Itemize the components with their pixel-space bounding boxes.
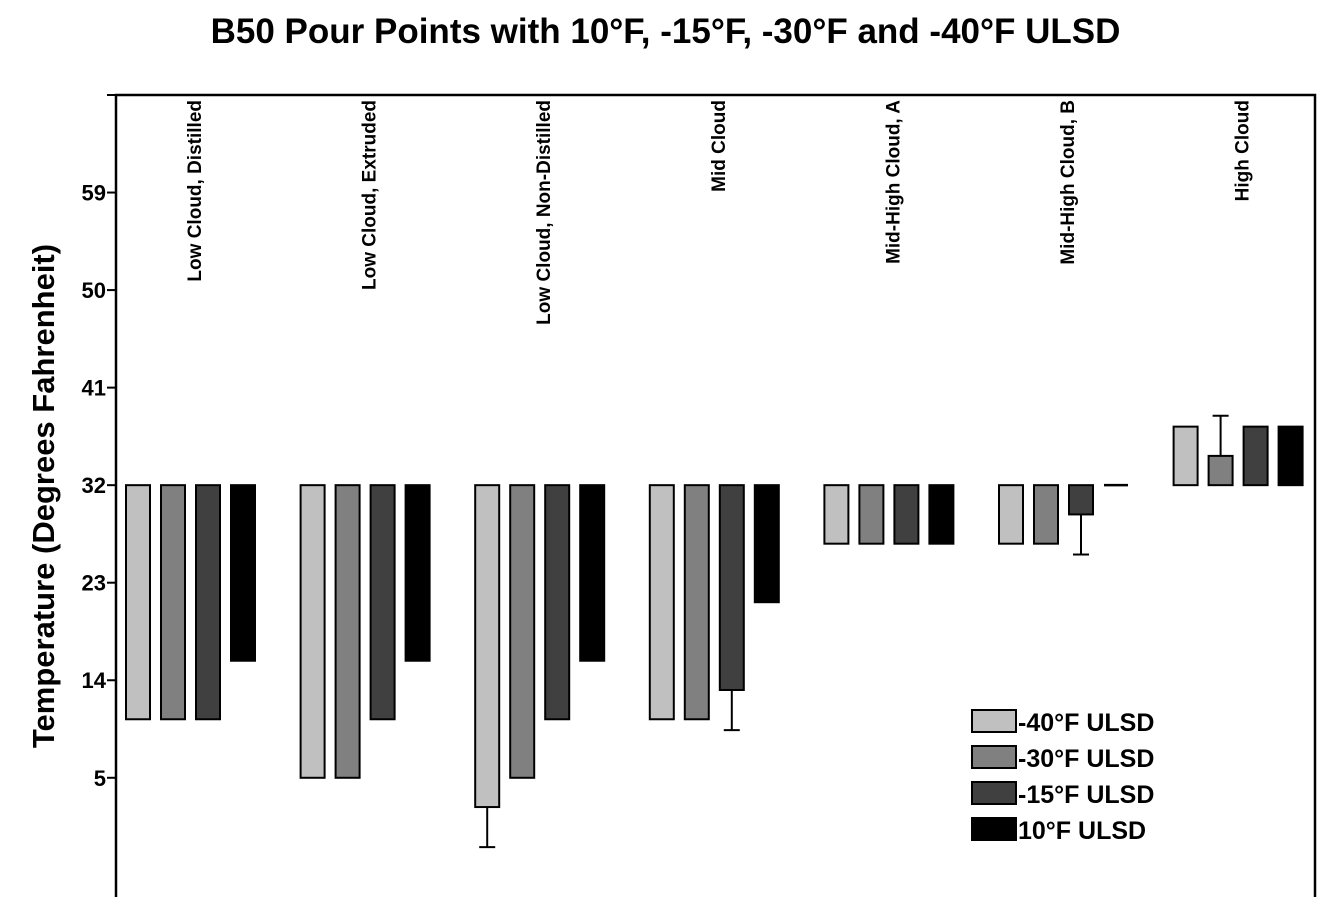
y-tick-label: 32 — [82, 473, 106, 498]
category-label: Mid-High Cloud, A — [883, 100, 904, 264]
category-labels: Low Cloud, Distilled Low Cloud, Extruded L… — [185, 100, 1254, 325]
chart-bars — [125, 425, 1304, 809]
legend-swatch — [971, 709, 1017, 733]
y-tick-label: 50 — [82, 278, 106, 303]
legend-label: -30°F ULSD — [1018, 745, 1154, 773]
bar — [648, 484, 675, 721]
category-label: Mid Cloud — [709, 100, 730, 192]
bar — [1068, 484, 1094, 516]
bar — [125, 484, 151, 721]
y-tick-label: 23 — [82, 571, 106, 596]
category-label: Low Cloud, Non-Distilled — [534, 100, 555, 325]
bar — [230, 484, 256, 662]
bar — [544, 484, 571, 721]
y-tick-label: 41 — [82, 376, 106, 401]
bar — [474, 484, 501, 809]
bar — [369, 484, 396, 721]
legend-swatch — [971, 817, 1017, 841]
bar — [893, 484, 920, 545]
legend-swatch — [971, 745, 1017, 769]
legend-label: -40°F ULSD — [1018, 709, 1154, 737]
bar — [753, 484, 780, 604]
bar — [1242, 425, 1269, 487]
bar — [579, 484, 606, 662]
bar — [1277, 425, 1304, 487]
bar — [1033, 484, 1059, 545]
bar — [928, 484, 955, 545]
chart-axes: 5 14 23 32 41 50 59 Temperature (Degrees Fahren… — [26, 93, 1317, 897]
y-tick-label: 5 — [94, 766, 106, 791]
y-tick-label: 59 — [82, 181, 106, 206]
category-label: High Cloud — [1233, 100, 1254, 201]
chart-legend: -40°F ULSD -30°F ULSD -15°F ULSD 10°F ULSD — [971, 709, 1154, 845]
chart-title: B50 Pour Points with 10°F, -15°F, -30°F … — [210, 12, 1121, 51]
chart-error-bars — [479, 414, 1229, 849]
bar — [718, 484, 745, 691]
bar — [509, 484, 536, 779]
bar — [1207, 454, 1234, 487]
bar — [1172, 425, 1199, 487]
bar — [823, 484, 850, 545]
bar — [299, 484, 326, 779]
bar — [858, 484, 885, 545]
bar — [195, 484, 221, 721]
category-label: Low Cloud, Distilled — [185, 100, 206, 282]
plot-frame — [114, 93, 1317, 897]
bar — [998, 484, 1024, 545]
category-label: Low Cloud, Extruded — [360, 100, 381, 290]
bar — [683, 484, 710, 721]
legend-swatch — [971, 781, 1017, 805]
bar — [160, 484, 186, 721]
legend-label: -15°F ULSD — [1018, 781, 1154, 809]
bar — [334, 484, 361, 779]
category-label: Mid-High Cloud, B — [1058, 100, 1079, 265]
legend-label: 10°F ULSD — [1018, 817, 1146, 845]
y-axis-label: Temperature (Degrees Fahrenheit) — [26, 244, 61, 748]
y-tick-label: 14 — [82, 668, 107, 693]
bar — [404, 484, 431, 662]
